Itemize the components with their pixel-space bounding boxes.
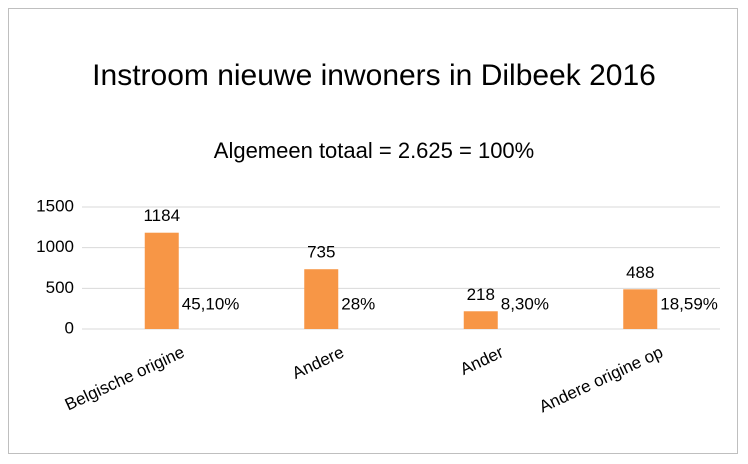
bar (144, 232, 179, 329)
data-label: 1184 (143, 206, 180, 225)
percent-label: 18,59% (660, 294, 718, 313)
chart-frame (8, 8, 738, 454)
percent-label: 28% (341, 294, 375, 313)
data-label: 488 (626, 263, 654, 282)
x-tick-label: Andere origine op (536, 342, 666, 416)
data-label: 218 (467, 285, 495, 304)
x-tick-label: Ander (457, 342, 506, 379)
percent-label: 8,30% (501, 294, 549, 313)
percent-label: 45,10% (182, 294, 240, 313)
y-tick-label: 500 (46, 278, 74, 297)
y-tick-label: 1000 (36, 237, 74, 256)
chart-subtitle: Algemeen totaal = 2.625 = 100% (213, 138, 535, 163)
y-tick-label: 0 (65, 318, 74, 337)
chart-title: Instroom nieuwe inwoners in Dilbeek 2016 (92, 59, 656, 92)
y-tick-label: 1500 (36, 196, 74, 215)
bar (304, 269, 339, 329)
bar (463, 311, 498, 329)
bar (623, 289, 658, 329)
x-tick-label: Andere (289, 342, 347, 382)
data-label: 735 (307, 243, 335, 262)
x-tick-label: Belgische origine (62, 342, 187, 414)
